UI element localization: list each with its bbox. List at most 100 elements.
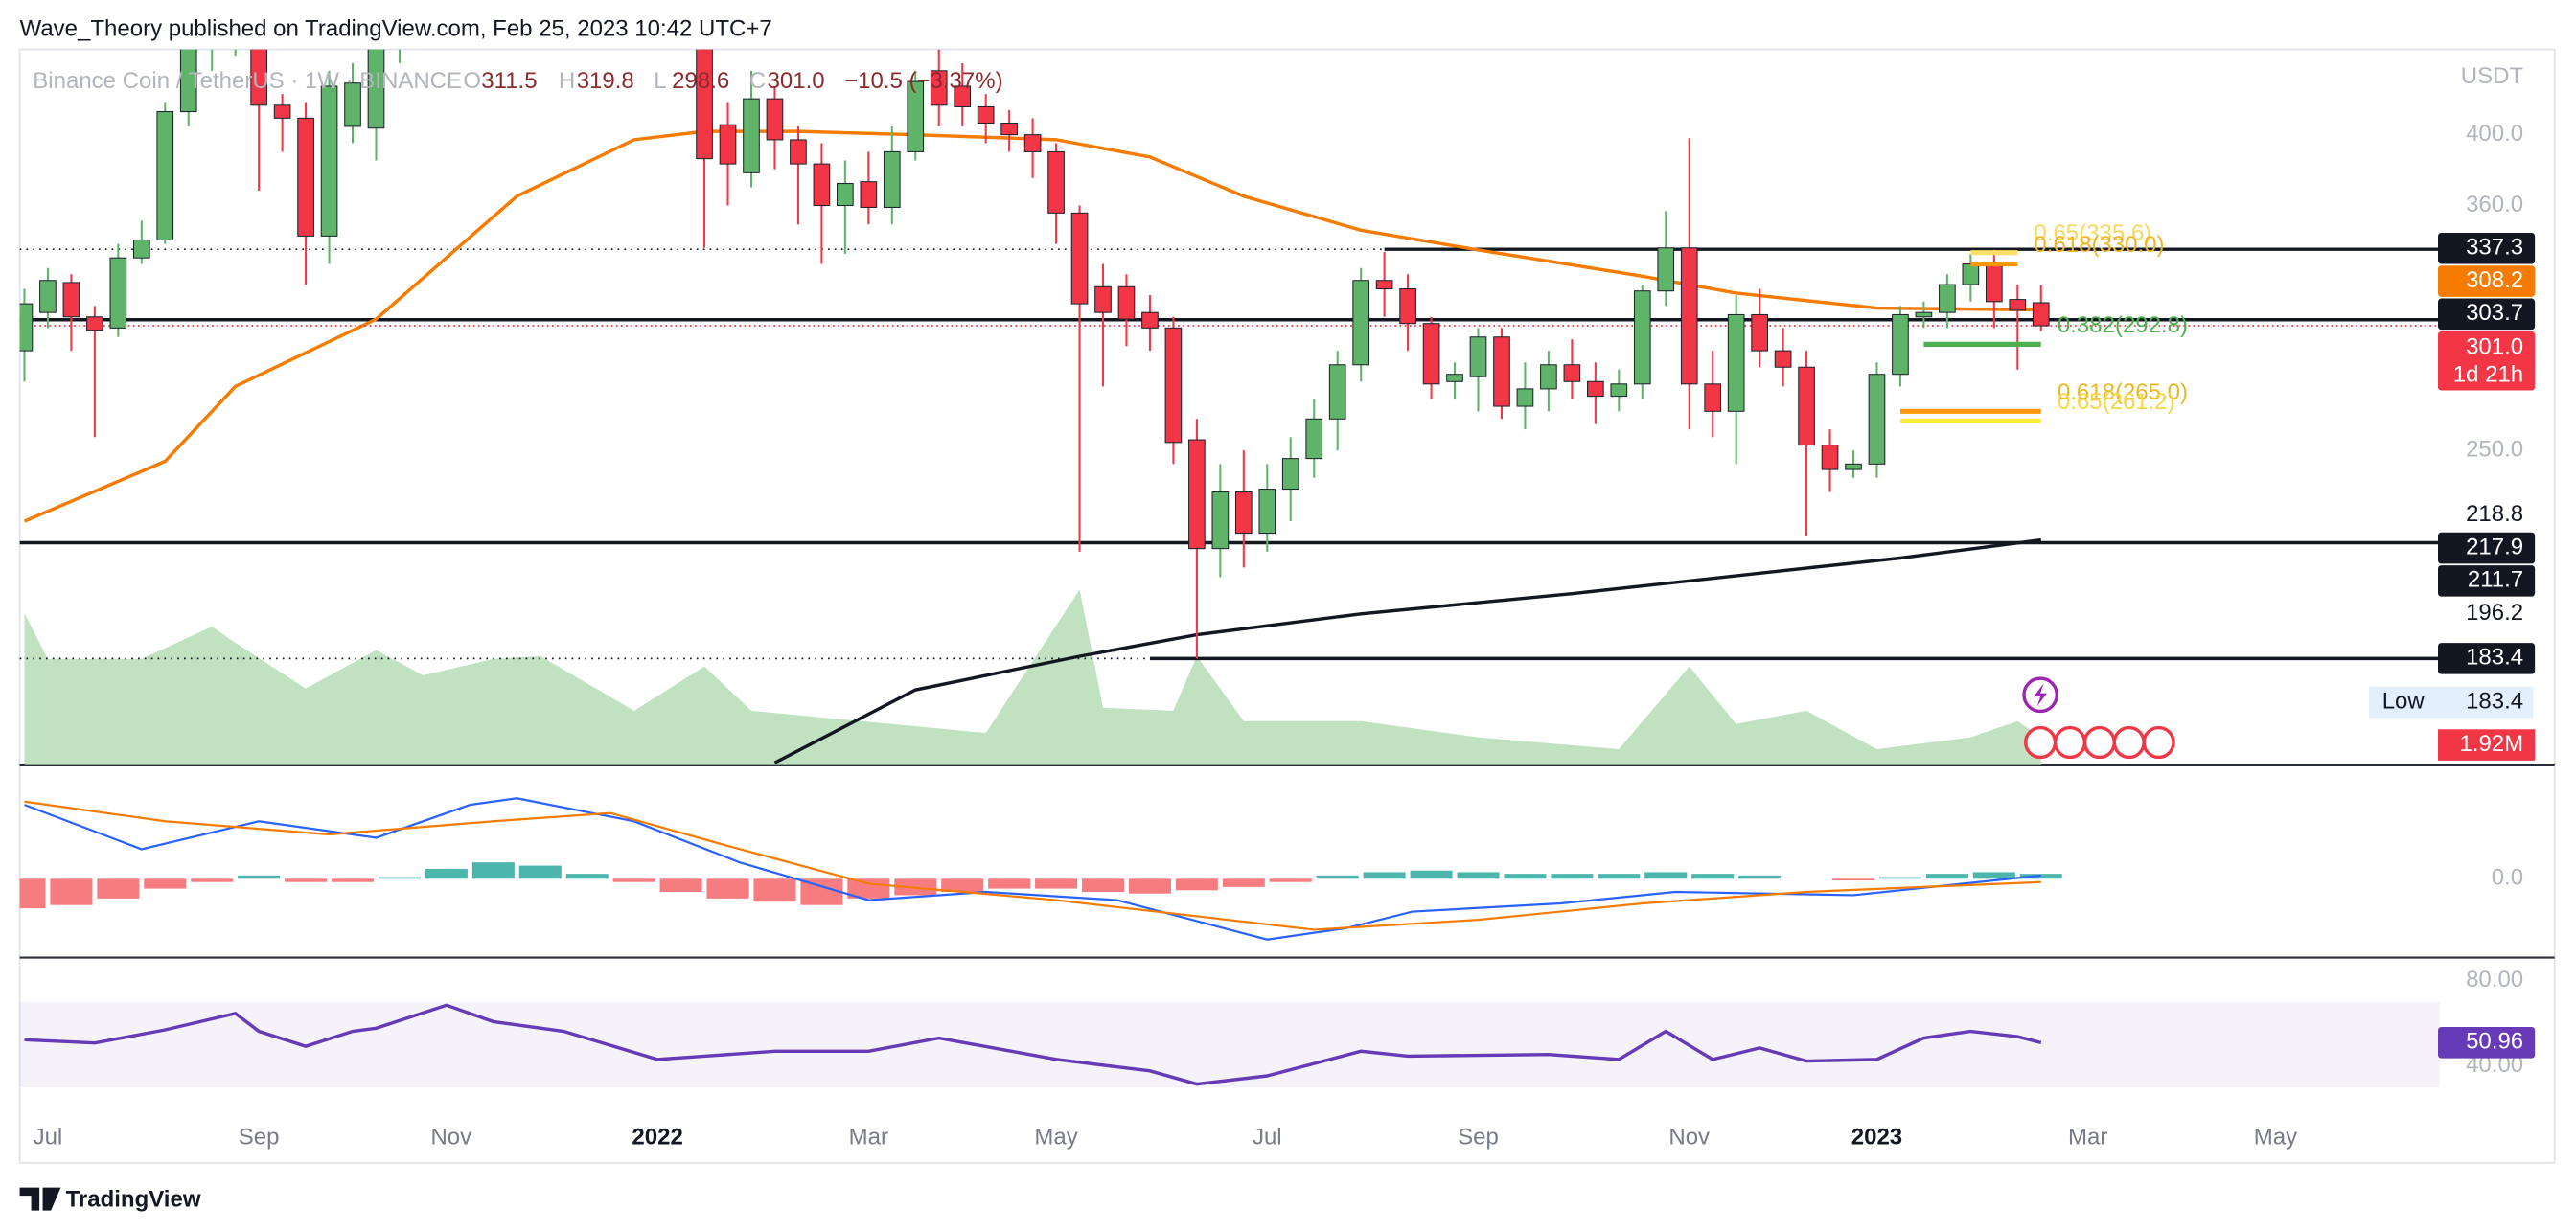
x-tick-label: Nov (1668, 1124, 1710, 1150)
chart-frame (18, 48, 2556, 1164)
candle-body (790, 139, 807, 165)
macd-histogram-bar (1175, 878, 1218, 891)
price-label-box (2438, 532, 2536, 564)
fib-label: 0.65(261.2) (2058, 389, 2175, 415)
price-label-box (2438, 298, 2536, 331)
ma200-line (773, 537, 2042, 764)
candle-body (1000, 122, 1018, 136)
macd-histogram-bar (1035, 878, 1078, 889)
volume-label-box (2438, 729, 2536, 761)
rsi-band (19, 1001, 2440, 1087)
candle-body (1422, 323, 1440, 385)
candle-body (696, 49, 713, 160)
candle-body (813, 163, 831, 207)
rsi-label-box (2438, 1027, 2536, 1059)
candle-body (273, 104, 291, 119)
candle-body (1047, 150, 1065, 214)
candle-body (1493, 336, 1510, 407)
price-label-box (2438, 643, 2536, 674)
candle-body (19, 303, 34, 352)
candle-body (1610, 383, 1628, 398)
candle-body (907, 80, 925, 152)
candle-body (297, 117, 314, 237)
rsi-pane (19, 1001, 2440, 1087)
candle-body (179, 49, 197, 113)
candle-body (1188, 439, 1206, 550)
candle-body (320, 85, 338, 237)
event-icon[interactable] (2142, 725, 2175, 760)
macd-histogram-bar (285, 878, 328, 882)
x-tick-label: Jul (1253, 1124, 1282, 1150)
macd-histogram-bar (144, 878, 187, 889)
price-label: 308.2 (2466, 267, 2523, 293)
macd-histogram-bar (19, 878, 46, 909)
macd-histogram-bar (1738, 875, 1782, 879)
low-label-key: Low (2382, 688, 2426, 714)
candle-body (930, 70, 948, 106)
x-tick-label: Jul (34, 1124, 63, 1150)
candle-body (1657, 247, 1675, 292)
macd-histogram-bar (50, 878, 93, 905)
price-label-box (2438, 265, 2536, 297)
macd-histogram-bar (1644, 872, 1688, 879)
candle-body (766, 98, 784, 141)
x-tick-label: Sep (1458, 1124, 1499, 1150)
low-label-box (2369, 686, 2534, 719)
macd-histogram-bar (1316, 875, 1359, 879)
candle-body (132, 239, 150, 259)
price-label: 196.2 (2466, 600, 2523, 626)
rsi-label: 50.96 (2466, 1029, 2523, 1055)
candle-body (1587, 380, 1604, 398)
candle-body (344, 82, 361, 127)
candle-body (1774, 350, 1792, 368)
macd-histogram-bar (238, 875, 281, 879)
macd-histogram-bar (1081, 878, 1125, 892)
macd-histogram-bar (612, 878, 656, 882)
candle-body (860, 181, 878, 208)
event-icon[interactable] (2053, 725, 2087, 760)
candle-body (2032, 302, 2050, 327)
x-tick-label: Mar (849, 1124, 888, 1150)
macd-histogram-bar (988, 878, 1031, 889)
macd-histogram-bar (1222, 878, 1265, 887)
legend: Binance Coin / TetherUS · 1W · BINANCE O 3… (33, 68, 1002, 94)
ohlc-value: 301.0 (768, 68, 825, 94)
candle-body (1798, 366, 1815, 446)
price-label: 183.4 (2466, 645, 2523, 671)
macd-histogram-bar (706, 878, 749, 899)
event-icons[interactable] (2022, 676, 2175, 760)
y-tick-label: 400.0 (2466, 121, 2523, 147)
candle-body (1305, 418, 1323, 460)
ohlc-key: L (654, 68, 666, 94)
macd-tick-label: 0.0 (2492, 865, 2523, 891)
candle-body (367, 49, 385, 129)
event-icon[interactable] (2082, 725, 2116, 760)
event-icon[interactable] (2023, 725, 2058, 760)
macd-histogram-bar (472, 862, 515, 879)
price-label: 301.0 (2466, 333, 2523, 359)
candle-body (1633, 290, 1651, 385)
x-tick-label: 2022 (632, 1124, 682, 1150)
candle-body (1868, 374, 1886, 465)
candle-body (1070, 212, 1089, 305)
x-tick-label: 2023 (1852, 1124, 1902, 1150)
event-icon[interactable] (2112, 725, 2146, 760)
candle-body (1540, 364, 1557, 390)
rsi-tick-label: 80.00 (2466, 967, 2523, 992)
candle-body (1985, 263, 2003, 303)
candle-body (954, 85, 972, 107)
ohlc-key: C (749, 68, 766, 94)
macd-line (24, 797, 2041, 941)
candle-body (1399, 287, 1416, 325)
fib-label: 0.618(265.0) (2058, 379, 2188, 405)
y-tick-label: 360.0 (2466, 192, 2523, 217)
ohlc-key: H (559, 68, 575, 94)
candle-body (1915, 311, 1933, 318)
fib-label: 0.382(292.8) (2058, 312, 2188, 338)
candle-body (1234, 491, 1253, 535)
ohlc-value: 311.5 (481, 68, 537, 94)
candle-body (2009, 299, 2027, 311)
footer-logo (19, 1187, 61, 1211)
price-label: 211.7 (2468, 567, 2523, 593)
x-tick-label: May (2254, 1124, 2297, 1150)
